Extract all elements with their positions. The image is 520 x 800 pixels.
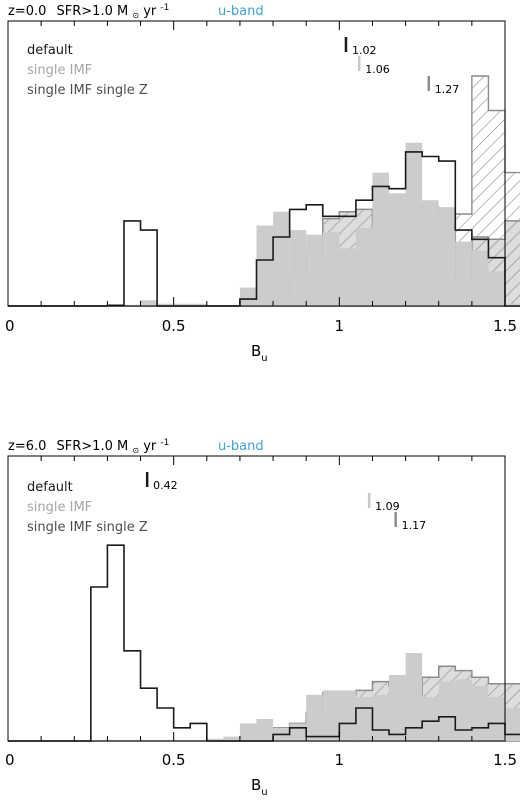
panel-1-legend-single-imf: single IMF [27,63,92,78]
panel-2-band-label: u-band [218,439,264,454]
panel-2-x-tick-label: 0.5 [162,751,186,769]
panel-1-bar-single-imf-26 [438,207,456,306]
panel-1-bar-single-imf-21 [355,227,373,306]
panel-2-bar-single-imf-28 [471,686,489,741]
panel-1-x-tick-label: 0 [5,317,15,335]
panel-1-bar-single-imf-14 [239,287,257,306]
panel-1-series-single-imf [107,142,520,306]
panel-1-bar-single-imf-30 [505,303,520,306]
panel-1-median-label: 1.02 [352,44,377,57]
panel-1-ticks: 0 0.5 1 1.5 [5,21,517,335]
panel-1-median-label: 1.06 [365,63,390,76]
panel-2-median-label: 1.17 [402,519,427,532]
panel-2-bar-single-imf-30 [505,708,520,741]
panel-2-bar-single-imf-12 [206,738,224,741]
panel-1: 0 0.5 1 1.5 z=0.0 SFR>1.0 M ⊙ yr -1 u-band … [5,3,520,364]
panel-1-band-label: u-band [218,4,264,19]
panel-1-bar-single-imf-15 [256,225,274,306]
panel-2-bar-single-imf-13 [223,736,240,741]
panel-1-bar-single-imf-29 [488,271,505,306]
panel-2-bar-single-imf-22 [372,694,390,741]
panel-1-bar-single-imf-27 [455,241,472,306]
panel-1-title: z=0.0 SFR>1.0 M ⊙ yr -1 [8,3,169,22]
panel-1-legend-single-imf-single-z: single IMF single Z [27,83,148,98]
panel-1-bar-single-imf-28 [471,250,489,306]
panel-1-bar-single-imf-17 [289,230,307,306]
panel-2-legend-single-imf: single IMF [27,500,92,515]
panel-2: 0 0.5 1 1.5 z=6.0 SFR>1.0 M ⊙ yr -1 u-band … [5,438,520,798]
panel-2-medians: 0.42 1.091.17 [145,472,427,532]
panel-2-x-tick-label: 0 [5,751,15,769]
panel-1-bar-single-imf-25 [422,200,439,306]
panel-2-bar-single-imf-27 [455,679,472,741]
panel-1-bar-single-imf-20 [339,248,356,306]
panel-1-bar-single-imf-22 [372,172,390,306]
panel-2-frame [7,455,506,742]
panel-2-median-label: 1.09 [375,500,400,513]
panel-2-bar-single-imf-29 [488,697,505,741]
panel-1-bar-single-imf-23 [389,193,406,306]
panel-1-frame [7,20,506,307]
panel-2-ticks: 0 0.5 1 1.5 [5,456,517,769]
panel-1-x-tick-label: 1.5 [493,317,517,335]
panel-2-x-label: Bu [251,776,268,798]
panel-2-title: z=6.0 SFR>1.0 M ⊙ yr -1 [8,438,169,457]
panel-2-bar-single-imf-26 [438,681,456,741]
panel-1-series-default [8,151,520,307]
panel-2-bar-single-imf-25 [422,697,439,741]
panel-1-bar-single-imf-24 [405,142,423,306]
panel-2-bar-single-imf-18 [306,694,323,741]
panel-1-bar-single-imf-7 [123,304,141,306]
panel-2-plot-area [8,544,520,742]
panel-2-bar-single-imf-21 [355,697,373,741]
panel-1-median-label: 1.27 [435,83,460,96]
panel-2-median-label: 0.42 [153,479,178,492]
panel-1-plot-area [8,75,520,307]
panel-2-bar-single-imf-17 [289,723,307,741]
panel-1-bar-single-imf-18 [306,234,323,306]
panel-2-x-tick-label: 1.5 [493,751,517,769]
panel-1-bar-single-imf-8 [140,300,158,306]
panel-1-bar-single-imf-11 [190,303,207,306]
panel-1-medians: 1.02 1.06 1.27 [344,37,460,96]
panel-1-bar-single-imf-16 [273,211,290,306]
panel-2-bar-single-imf-23 [389,675,406,741]
panel-2-bar-single-imf-15 [256,719,274,741]
panel-2-legend-single-imf-single-z: single IMF single Z [27,520,148,535]
panel-2-x-tick-label: 1 [335,751,345,769]
panel-2-bar-single-imf-14 [239,723,257,741]
panel-1-legend-default: default [27,43,73,58]
panel-1-bar-single-imf-19 [322,232,340,306]
panel-1-x-tick-label: 1 [335,317,345,335]
panel-1-bar-single-imf-9 [157,303,174,306]
panel-2-bar-single-imf-19 [322,690,340,741]
panel-2-bar-single-imf-24 [405,653,423,741]
panel-1-x-label: Bu [251,342,268,364]
panel-2-bar-single-imf-20 [339,690,356,741]
panel-1-x-tick-label: 0.5 [162,317,186,335]
panel-1-bar-single-imf-10 [173,303,191,306]
panel-2-legend-default: default [27,480,73,495]
